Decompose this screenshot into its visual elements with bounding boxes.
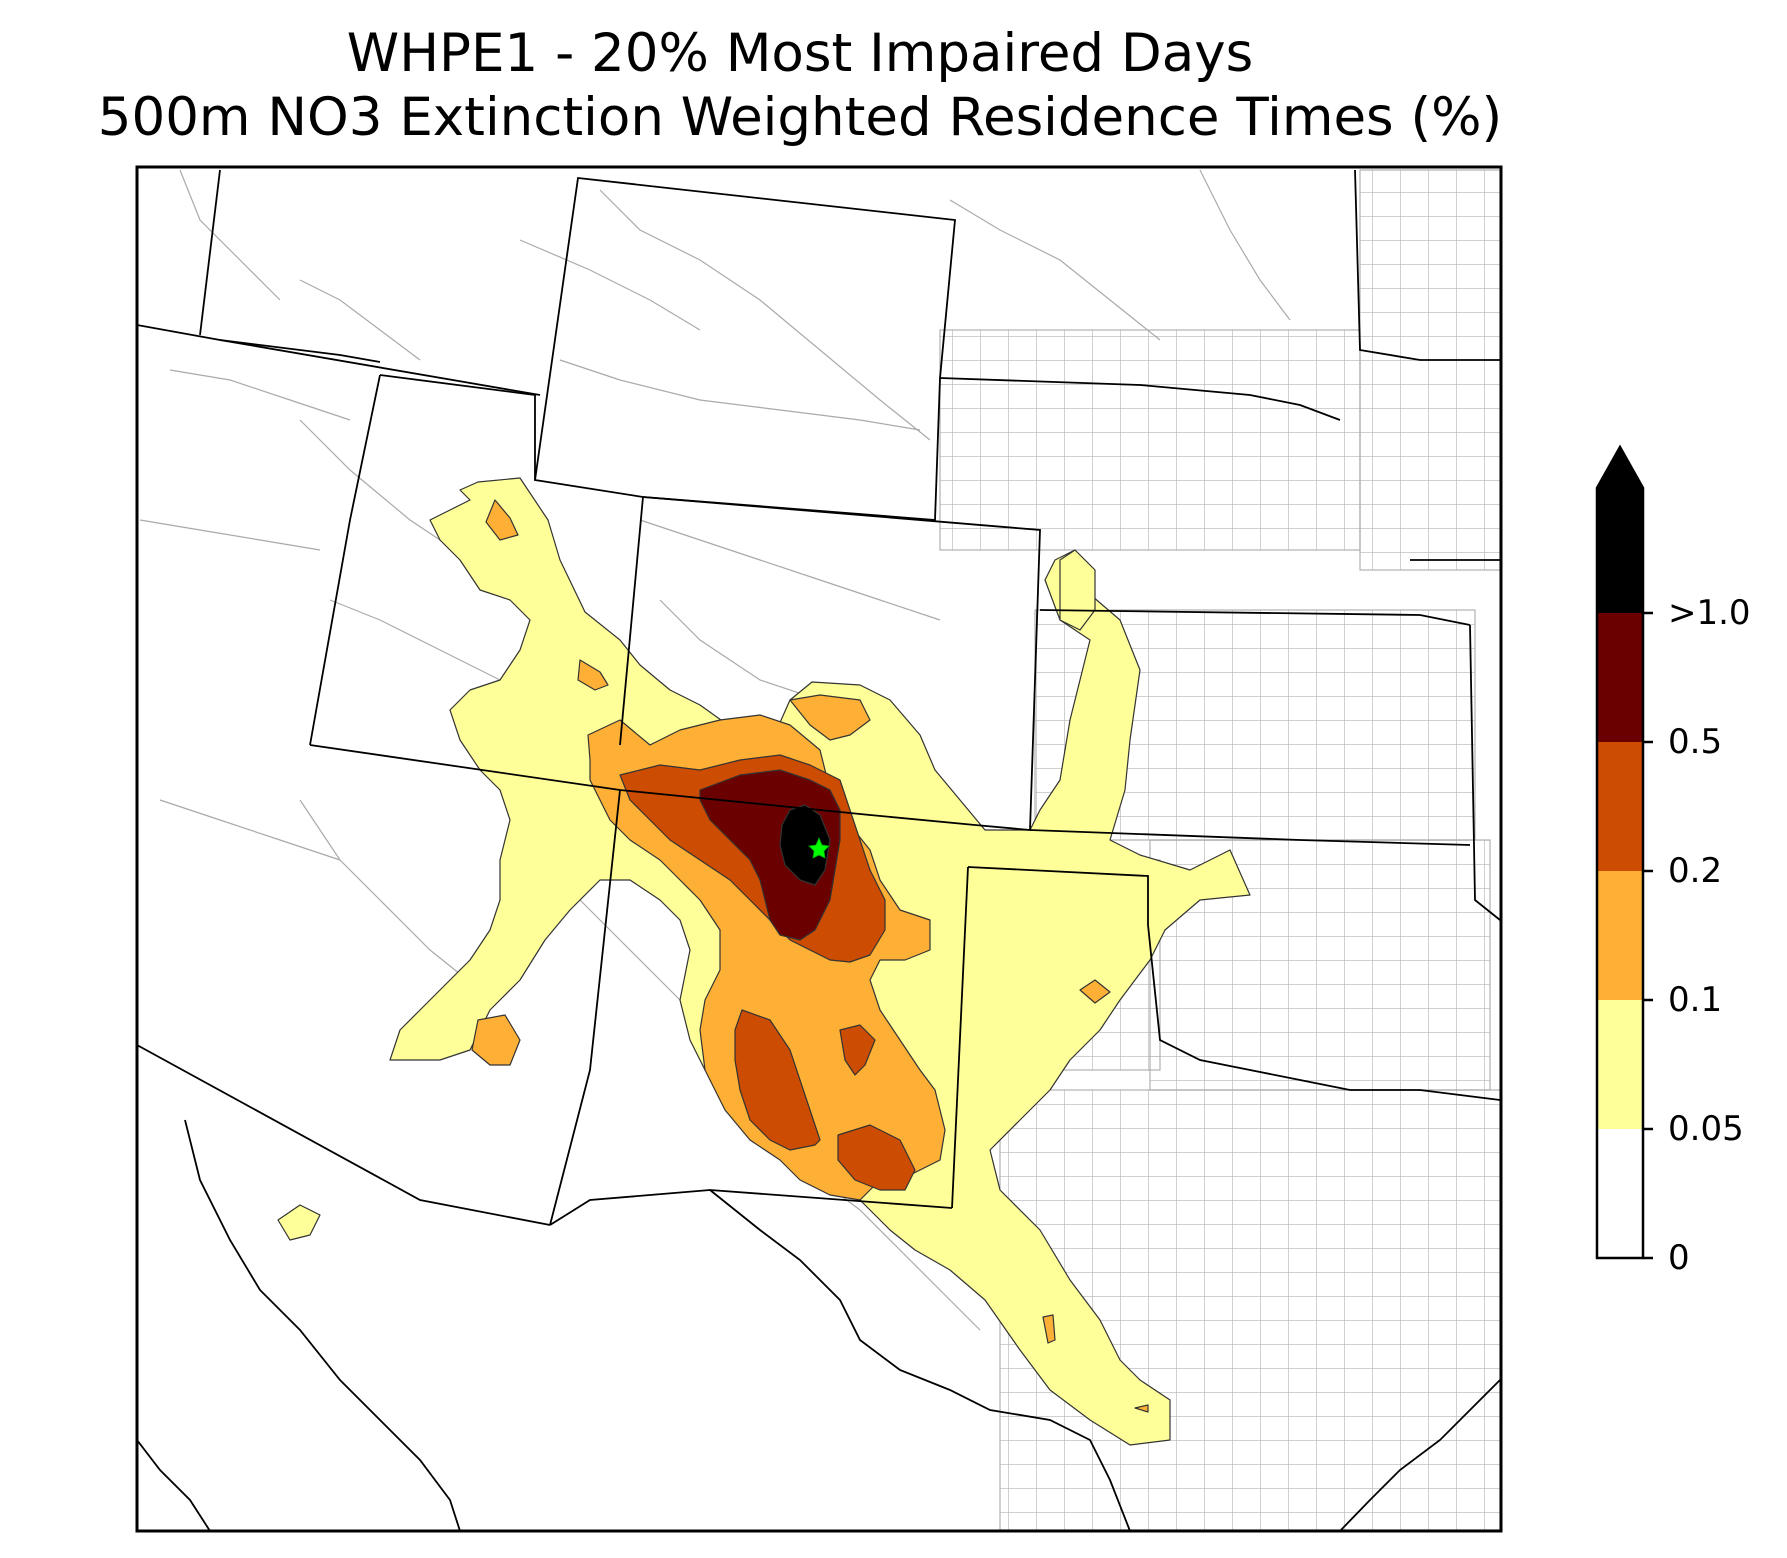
border-az-south: [137, 1044, 551, 1226]
coastline-baja: [137, 1439, 211, 1531]
border-utah-colorado: [619, 496, 644, 746]
border-ks-ne: [1039, 609, 1471, 626]
state-borders: [137, 169, 1501, 1531]
county-line: [599, 189, 931, 441]
county-line: [179, 169, 281, 301]
border-iowa: [1354, 169, 1500, 361]
colorbar-tick-label: 0.2: [1668, 851, 1723, 891]
colorbar-band: [1597, 742, 1643, 871]
border-nevada-utah: [309, 374, 381, 746]
contour-band-0.1-0.2-ut2: [577, 659, 609, 691]
site-marker-star-icon: [808, 836, 830, 859]
colorbar-outline: [1595, 444, 1645, 1260]
contour-band-0.1-0.2-tx2: [1042, 1314, 1056, 1344]
border-az-nm: [549, 789, 621, 1226]
border-tx-panhandle: [967, 866, 1149, 925]
colorbar-band: [1597, 1000, 1643, 1129]
colorbar: [1595, 444, 1653, 1260]
contour-band-0.2-0.5-south3: [837, 1124, 916, 1191]
contour-band-0.1-0.2-az: [471, 1014, 521, 1066]
border-rio-grande: [709, 1189, 1131, 1531]
contour-band-0.2-0.5-south2: [839, 1024, 876, 1076]
county-line: [299, 279, 421, 361]
colorbar-tick-label: 0: [1668, 1238, 1690, 1278]
border-ok-tx: [1147, 924, 1501, 1101]
county-line: [559, 359, 921, 431]
colorbar-tick-label: 0.5: [1668, 722, 1723, 762]
county-line: [159, 799, 341, 861]
border-ut-idaho-west: [199, 169, 221, 336]
border-nm-south: [549, 1189, 953, 1226]
contour-band-0.2-0.5-south1: [734, 1009, 821, 1151]
contour-band-0.05-0.1-baja: [277, 1204, 321, 1241]
map-title-line-1: WHPE1 - 20% Most Impaired Days: [346, 23, 1254, 84]
border-nm-east: [951, 866, 969, 1209]
colorbar-band: [1597, 613, 1643, 742]
border-ks-ok: [1029, 829, 1471, 846]
contour-band-0.1-0.2-tx3: [1134, 1404, 1149, 1413]
border-montana-wyoming: [219, 339, 541, 396]
county-line: [1199, 169, 1291, 321]
colorbar-band: [1597, 1129, 1643, 1258]
county-line: [299, 799, 481, 991]
colorbar-band: [1597, 871, 1643, 1000]
colorbar-tick-label: 0.05: [1668, 1109, 1744, 1149]
county-line: [169, 369, 351, 421]
border-ark-ok: [1469, 624, 1501, 921]
colorbar-extend-arrow: [1597, 447, 1643, 488]
contour-band-0.1-0.2-ne: [789, 694, 871, 741]
county-line: [949, 199, 1161, 341]
border-ne-sd: [939, 377, 1341, 421]
colorbar-tick-label: >1.0: [1668, 593, 1751, 633]
contour-band-0.1-0.2-ut: [485, 499, 519, 541]
map-title-line-2: 500m NO3 Extinction Weighted Residence T…: [97, 87, 1503, 148]
border-four-corners-row: [309, 744, 976, 826]
colorbar-band-extend: [1597, 488, 1643, 613]
map-panel: [137, 167, 1501, 1531]
residence-time-contours: [277, 477, 1251, 1446]
coastline-gulf: [1339, 1379, 1501, 1531]
county-line: [519, 239, 701, 331]
colorbar-tick-label: 0.1: [1668, 980, 1723, 1020]
contour-band-0.1-0.2-tx: [1079, 979, 1111, 1004]
contour-band-gt-1.0: [779, 804, 831, 886]
map-frame: [135, 165, 1503, 1533]
border-colorado: [642, 496, 1041, 831]
county-line: [639, 519, 941, 621]
county-grid-nebraska: [939, 329, 1361, 551]
coastline-mexico: [184, 1119, 461, 1531]
border-idaho-montana: [137, 324, 381, 363]
county-grid-iowa: [1359, 169, 1501, 571]
county-line: [139, 519, 321, 551]
